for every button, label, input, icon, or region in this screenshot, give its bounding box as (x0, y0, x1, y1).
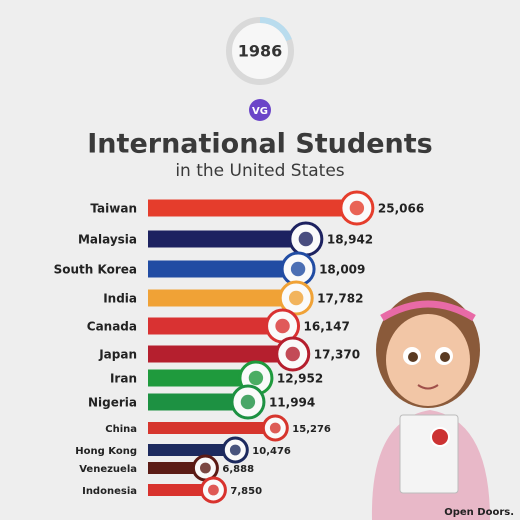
category-label: Malaysia (78, 233, 137, 247)
bar (148, 422, 276, 434)
bar (148, 484, 214, 496)
character (371, 292, 490, 520)
value-label: 18,009 (319, 263, 365, 277)
bar (148, 462, 206, 474)
flag-center (285, 346, 300, 362)
category-label: Canada (87, 320, 137, 334)
category-label: Hong Kong (75, 446, 137, 457)
value-label: 12,952 (277, 372, 323, 386)
notepad-flag (430, 427, 450, 447)
bar (148, 444, 236, 456)
character-pupil (440, 352, 450, 362)
flag-center (288, 290, 304, 306)
value-label: 18,942 (327, 233, 373, 247)
value-label: 15,276 (292, 424, 331, 435)
category-label: India (103, 292, 137, 306)
notepad (399, 414, 459, 494)
category-label: South Korea (54, 263, 137, 277)
category-label: Japan (98, 348, 137, 362)
flag-center (248, 370, 264, 386)
value-label: 11,994 (269, 396, 315, 410)
bar (148, 393, 248, 411)
category-label: Venezuela (79, 464, 137, 475)
character-pupil (408, 352, 418, 362)
value-label: 10,476 (252, 446, 291, 457)
bar (148, 199, 357, 217)
bar (148, 260, 299, 278)
character-face (386, 314, 470, 406)
value-label: 7,850 (230, 486, 262, 497)
bar (148, 289, 297, 307)
flag-center (240, 394, 256, 410)
bar (148, 369, 256, 387)
flag-center (200, 462, 211, 474)
value-label: 16,147 (304, 320, 350, 334)
character-headband (380, 300, 476, 322)
flag-center (229, 444, 241, 456)
category-label: China (105, 424, 137, 435)
value-label: 17,370 (314, 348, 360, 362)
category-label: Iran (110, 372, 137, 386)
source: Open Doors. (444, 507, 514, 518)
category-label: Nigeria (88, 396, 137, 410)
year-progress (259, 17, 292, 42)
logo-badge (249, 99, 271, 121)
flag-center (298, 231, 314, 247)
character-mouth (417, 384, 439, 390)
category-label: Indonesia (82, 486, 137, 497)
value-label: 25,066 (378, 202, 424, 216)
flag-center (269, 422, 281, 434)
flag-center (275, 318, 290, 334)
chart-subtitle: in the United States (175, 161, 344, 181)
logo: VG (252, 106, 268, 117)
category-label: Taiwan (90, 202, 137, 216)
year: 1986 (238, 42, 283, 61)
flag-center (290, 261, 306, 277)
flag-center (349, 200, 365, 216)
bar (148, 317, 283, 335)
flag-center (208, 484, 219, 496)
bar (148, 345, 293, 363)
bar (148, 230, 306, 248)
value-label: 17,782 (317, 292, 363, 306)
value-label: 6,888 (222, 464, 254, 475)
chart-title: International Students (87, 129, 432, 160)
